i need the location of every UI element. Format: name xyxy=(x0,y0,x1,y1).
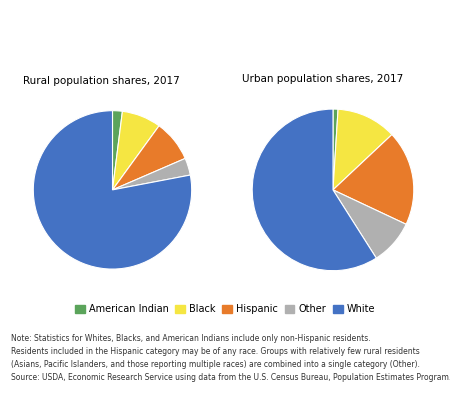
Wedge shape xyxy=(333,109,392,190)
Text: Urban population shares, 2017: Urban population shares, 2017 xyxy=(242,74,403,84)
Wedge shape xyxy=(33,111,192,269)
Wedge shape xyxy=(333,190,406,258)
Wedge shape xyxy=(252,109,376,271)
Wedge shape xyxy=(333,109,338,190)
Text: Note: Statistics for Whites, Blacks, and American Indians include only non-Hispa: Note: Statistics for Whites, Blacks, and… xyxy=(11,335,450,382)
Text: Rural population shares, 2017: Rural population shares, 2017 xyxy=(23,76,180,86)
Text: Percent of rural (nonmetro) and urban (metro) populations
by race/ethnicity, 201: Percent of rural (nonmetro) and urban (m… xyxy=(7,17,400,48)
Wedge shape xyxy=(112,158,190,190)
Wedge shape xyxy=(112,111,122,190)
Wedge shape xyxy=(333,135,414,224)
Legend: American Indian, Black, Hispanic, Other, White: American Indian, Black, Hispanic, Other,… xyxy=(75,304,375,314)
Wedge shape xyxy=(112,126,185,190)
Wedge shape xyxy=(112,112,159,190)
